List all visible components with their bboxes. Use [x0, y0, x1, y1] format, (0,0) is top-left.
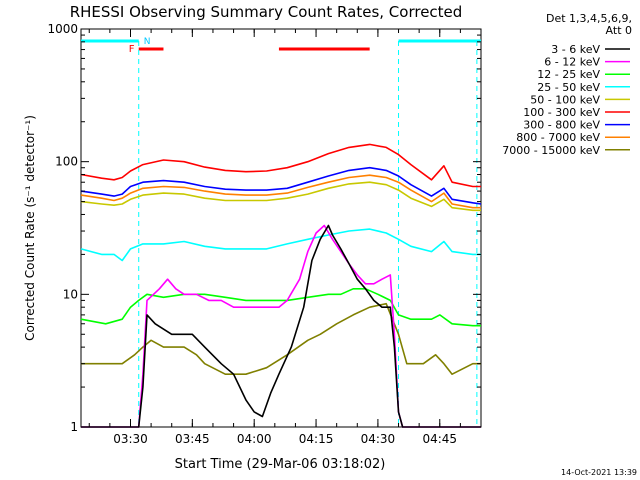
legend-header: Det 1,3,4,5,6,9,Att 0: [546, 12, 632, 37]
attenuator-bar-label: N: [144, 37, 151, 47]
plot-area: N F 03:30 03:45 04:00 04:15 04:30 04:45 1 10 10…: [47, 22, 482, 446]
legend-header-line: Det 1,3,4,5,6,9,: [546, 12, 632, 25]
series-line-3-6-kev: [81, 224, 481, 428]
series-line-12-25-kev: [80, 288, 481, 327]
flare-bar-label: F: [129, 44, 135, 55]
legend-label: 25 - 50 keV: [537, 81, 600, 94]
series-lines: [80, 143, 482, 428]
x-tick-label: 04:45: [422, 432, 457, 446]
legend-label: 300 - 800 keV: [523, 119, 600, 132]
legend-label: 12 - 25 keV: [537, 68, 600, 81]
y-tick-label: 1000: [47, 22, 78, 36]
y-tick-label: 100: [55, 155, 78, 169]
night-markers: [138, 41, 478, 427]
series-line-800-7000-kev: [80, 174, 481, 209]
series-line-300-800-kev: [80, 166, 482, 205]
legend-label: 800 - 7000 keV: [516, 131, 600, 144]
x-tick-label: 04:15: [299, 432, 334, 446]
y-tick-label: 10: [63, 287, 78, 301]
series-line-7000-15000-kev: [81, 302, 481, 375]
attenuator-bars: N: [81, 37, 481, 47]
legend-label: 7000 - 15000 keV: [502, 144, 600, 157]
chart-title: RHESSI Observing Summary Count Rates, Co…: [70, 3, 463, 21]
legend-label: 50 - 100 keV: [530, 93, 600, 106]
y-axis-label: Corrected Count Rate (s⁻¹ detector⁻¹): [23, 115, 37, 341]
series-line-25-50-kev: [80, 228, 481, 262]
x-axis-label: Start Time (29-Mar-06 03:18:02): [175, 457, 386, 472]
plot-frame: [80, 28, 482, 428]
y-axis-ticks: 1 10 100 1000: [47, 22, 481, 434]
x-tick-label: 03:30: [113, 432, 148, 446]
y-tick-label: 1: [70, 420, 78, 434]
footer-timestamp: 14-Oct-2021 13:39: [561, 468, 637, 477]
legend-label: 6 - 12 keV: [544, 56, 600, 69]
x-axis-ticks: 03:30 03:45 04:00 04:15 04:30 04:45: [88, 29, 482, 446]
legend-label: 3 - 6 keV: [551, 43, 600, 56]
x-tick-label: 04:30: [361, 432, 396, 446]
series-line-50-100-kev: [80, 181, 481, 212]
legend-label: 100 - 300 keV: [523, 106, 600, 119]
series-line-6-12-kev: [81, 224, 481, 428]
x-tick-label: 04:00: [237, 432, 272, 446]
x-tick-label: 03:45: [175, 432, 210, 446]
legend-header-line: Att 0: [606, 24, 632, 37]
series-line-100-300-kev: [80, 143, 481, 188]
flare-bars: F: [129, 44, 370, 55]
